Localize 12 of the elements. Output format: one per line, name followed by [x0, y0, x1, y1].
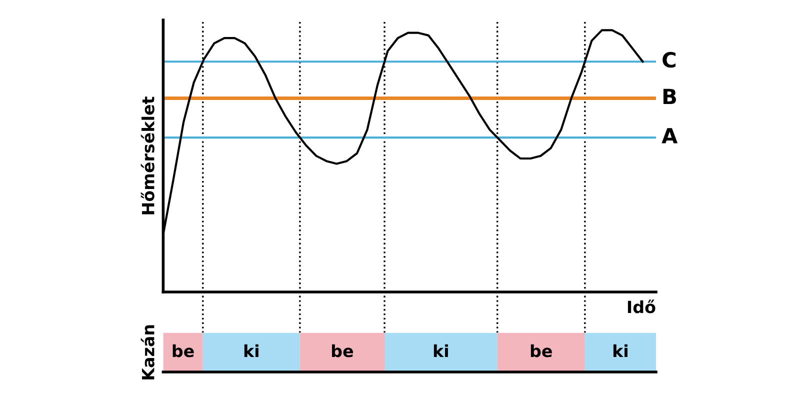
ref-line-label: C [662, 52, 676, 68]
category-label: be [530, 344, 552, 358]
y-axis-title: Hőmérséklet [140, 96, 154, 214]
category-label: ki [434, 344, 448, 357]
text: Kazán [140, 325, 154, 380]
category-label: be [332, 344, 354, 358]
ref-line-label: A [662, 128, 678, 144]
category-label: be [172, 344, 194, 358]
x-axis-title: Idő [628, 300, 656, 314]
ref-line-label: B [663, 88, 676, 104]
category-label: ki [613, 344, 628, 357]
category-label: ki [244, 344, 258, 357]
